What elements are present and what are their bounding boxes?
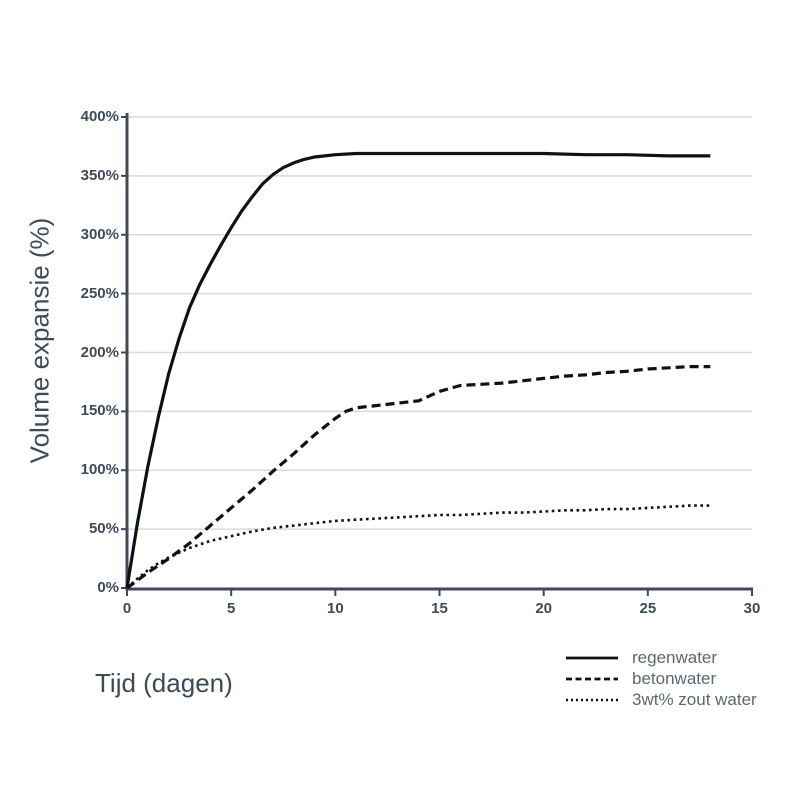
x-tick-label: 20 — [535, 600, 552, 617]
y-tick-label: 0% — [97, 579, 119, 596]
y-axis-title: Volume expansie (%) — [24, 217, 55, 464]
legend-item-3wt-zout-water: 3wt% zout water — [566, 689, 757, 710]
y-tick-label: 300% — [80, 225, 119, 243]
series-line-3wt-zout-water — [126, 504, 711, 589]
x-axis-title: Tijd (dagen) — [95, 668, 233, 698]
y-tick-label: 150% — [80, 402, 119, 420]
y-tick-label: 200% — [80, 343, 119, 361]
y-tick-label: 250% — [80, 284, 119, 302]
legend-label: regenwater — [632, 647, 718, 667]
y-tick-label: 400% — [80, 108, 119, 125]
solid-line-swatch-icon — [566, 656, 618, 659]
x-tick-label: 5 — [226, 600, 236, 617]
series-line-regenwater — [125, 151, 711, 589]
x-tick-label: 15 — [431, 600, 448, 617]
y-tick-label: 350% — [80, 166, 119, 184]
x-tick-label: 0 — [122, 600, 132, 617]
legend-label: betonwater — [632, 668, 717, 688]
legend-item-betonwater: betonwater — [566, 668, 757, 689]
x-tick-label: 30 — [743, 600, 761, 617]
dotted-line-swatch-icon — [566, 698, 618, 701]
y-tick-label: 100% — [80, 461, 119, 479]
x-tick-label: 10 — [326, 600, 344, 617]
legend-item-regenwater: regenwater — [566, 647, 757, 668]
dashed-line-swatch-icon — [566, 677, 618, 680]
series-line-betonwater — [126, 365, 711, 590]
legend: regenwater betonwater 3wt% zout water — [566, 647, 757, 710]
legend-label: 3wt% zout water — [632, 689, 757, 709]
y-tick-label: 50% — [88, 520, 119, 538]
x-tick-label: 25 — [639, 600, 657, 617]
